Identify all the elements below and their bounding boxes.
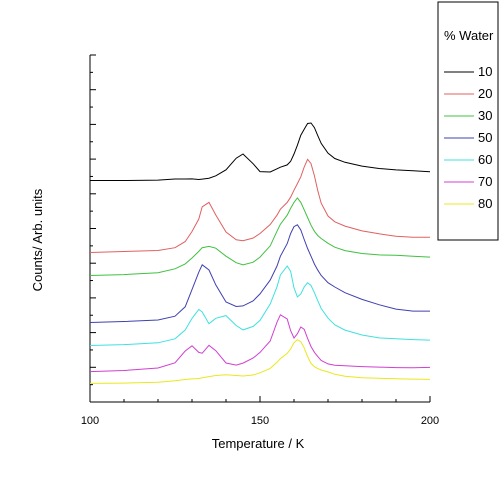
x-axis-label: Temperature / K [212,436,305,451]
series-line-50 [89,224,430,323]
legend-label-10: 10 [478,64,492,79]
legend-items: 10 20 30 50 60 70 80 [444,64,492,211]
legend-title: % Water [444,28,494,43]
legend-label-70: 70 [478,174,492,189]
legend-label-50: 50 [478,130,492,145]
legend-label-60: 60 [478,152,492,167]
legend-label-30: 30 [478,108,492,123]
y-ticks [90,54,96,403]
x-tick-label: 200 [421,415,439,427]
legend-box [437,1,499,241]
series-line-70 [89,314,431,373]
series-line-10 [90,122,431,181]
y-axis-label: Counts/ Arb. units [30,188,45,291]
series-line-30 [89,197,431,276]
series-line-20 [89,158,430,253]
x-tick-label: 100 [81,415,99,427]
legend-label-80: 80 [478,196,492,211]
series-group [89,122,431,384]
legend: % Water 10 20 30 50 60 70 80 [437,1,499,241]
series-line-60 [89,265,431,346]
x-tick-label: 150 [251,415,269,427]
legend-label-20: 20 [478,86,492,101]
plot-area: 100 150 200 [81,54,439,427]
series-line-80 [89,339,431,384]
x-ticks: 100 150 200 [81,396,439,427]
